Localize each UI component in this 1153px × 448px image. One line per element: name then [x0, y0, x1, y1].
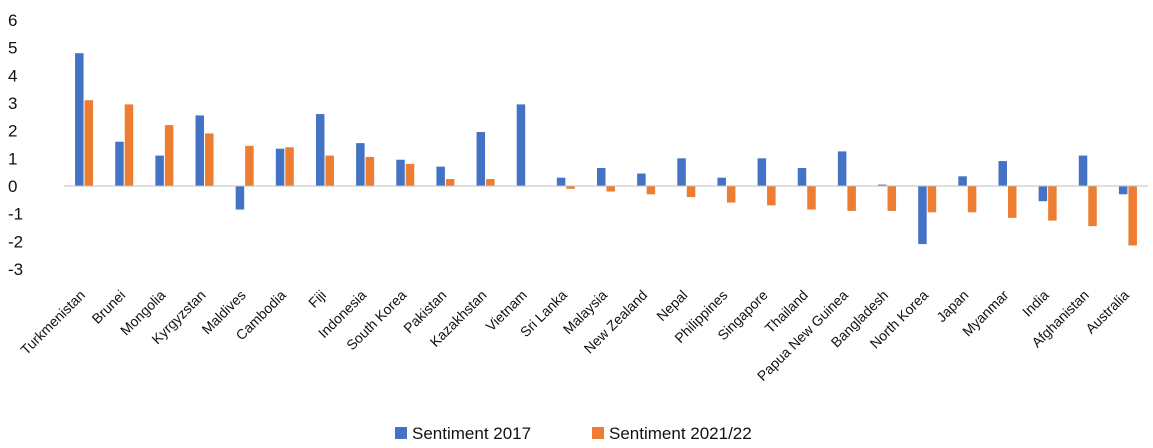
y-tick-label: -1 [8, 205, 23, 224]
bar-sentiment-2021-22 [686, 186, 696, 198]
bar-sentiment-2017 [757, 158, 767, 186]
y-tick-label: 4 [8, 66, 17, 85]
legend-label: Sentiment 2021/22 [609, 424, 752, 443]
bar-sentiment-2021-22 [726, 186, 736, 203]
bar-sentiment-2021-22 [84, 100, 94, 186]
bar-sentiment-2021-22 [1088, 186, 1097, 227]
bar-sentiment-2017 [597, 168, 606, 186]
legend-swatch [592, 427, 604, 439]
bar-sentiment-2021-22 [1048, 186, 1057, 221]
bar-sentiment-2017 [476, 132, 486, 186]
bar-sentiment-2021-22 [285, 147, 294, 186]
bar-sentiment-2017 [75, 53, 84, 187]
x-category-label: India [1019, 287, 1052, 320]
x-category-label: Japan [933, 287, 971, 325]
bar-sentiment-2021-22 [927, 186, 937, 213]
bar-sentiment-2021-22 [847, 186, 856, 211]
bar-sentiment-2021-22 [365, 156, 375, 186]
bar-sentiment-2017 [797, 168, 807, 186]
bar-sentiment-2017 [155, 155, 164, 186]
bar-sentiment-2017 [556, 177, 566, 186]
bar-sentiment-2017 [878, 184, 887, 186]
bars [75, 53, 1137, 246]
y-axis: -3 -2 -1 0 1 2 3 4 5 6 [8, 11, 23, 279]
bar-sentiment-2021-22 [566, 186, 575, 189]
bar-sentiment-2017 [918, 186, 927, 245]
bar-sentiment-2017 [436, 166, 445, 186]
bar-sentiment-2017 [1078, 155, 1088, 186]
bar-sentiment-2021-22 [325, 155, 334, 186]
bar-sentiment-2021-22 [646, 186, 656, 195]
bar-sentiment-2021-22 [445, 179, 455, 186]
y-tick-label: 5 [8, 39, 17, 58]
bar-sentiment-2017 [195, 115, 205, 186]
bar-sentiment-2017 [717, 177, 726, 186]
legend-label: Sentiment 2017 [412, 424, 531, 443]
bar-sentiment-2021-22 [767, 186, 776, 206]
bar-sentiment-2021-22 [164, 125, 174, 186]
bar-sentiment-2017 [396, 159, 405, 186]
y-tick-label: 1 [8, 149, 17, 168]
x-category-label: Australia [1082, 287, 1132, 337]
y-tick-label: 3 [8, 94, 17, 113]
bar-sentiment-2017 [1118, 186, 1128, 195]
y-tick-label: 6 [8, 11, 17, 30]
y-tick-label: -2 [8, 232, 23, 251]
bar-sentiment-2021-22 [486, 179, 495, 186]
bar-sentiment-2017 [998, 161, 1007, 186]
bar-sentiment-2017 [958, 176, 967, 186]
bar-sentiment-2021-22 [887, 186, 897, 211]
bar-sentiment-2021-22 [1128, 186, 1137, 246]
x-axis-labels: Turkmenistan BruneiMongoliaKyrgyzstanMald… [17, 287, 1132, 384]
bar-sentiment-2017 [837, 151, 847, 186]
bar-sentiment-2021-22 [124, 104, 134, 186]
bar-sentiment-2017 [677, 158, 686, 186]
bar-sentiment-2017 [235, 186, 245, 210]
y-tick-label: 0 [8, 177, 17, 196]
bar-sentiment-2017 [315, 114, 325, 186]
x-category-label: Nepal [653, 287, 690, 324]
bar-sentiment-2017 [516, 104, 526, 186]
bar-sentiment-2017 [1038, 186, 1048, 202]
bar-sentiment-2017 [275, 148, 285, 186]
bar-sentiment-2021-22 [205, 133, 214, 186]
legend: Sentiment 2017 Sentiment 2021/22 [395, 424, 752, 443]
x-category-label: Fiji [305, 287, 329, 311]
bar-sentiment-2021-22 [967, 186, 977, 213]
bar-sentiment-2017 [637, 173, 646, 186]
y-tick-label: 2 [8, 122, 17, 141]
bar-sentiment-2021-22 [245, 145, 254, 186]
bar-sentiment-2017 [115, 141, 124, 186]
y-tick-label: -3 [8, 260, 23, 279]
bar-sentiment-2021-22 [405, 163, 415, 186]
legend-swatch [395, 427, 407, 439]
x-category-label: Turkmenistan [17, 287, 88, 358]
bar-sentiment-2021-22 [606, 186, 615, 192]
bar-sentiment-2021-22 [807, 186, 816, 210]
bar-sentiment-2017 [356, 143, 365, 186]
bar-sentiment-2021-22 [1007, 186, 1017, 218]
